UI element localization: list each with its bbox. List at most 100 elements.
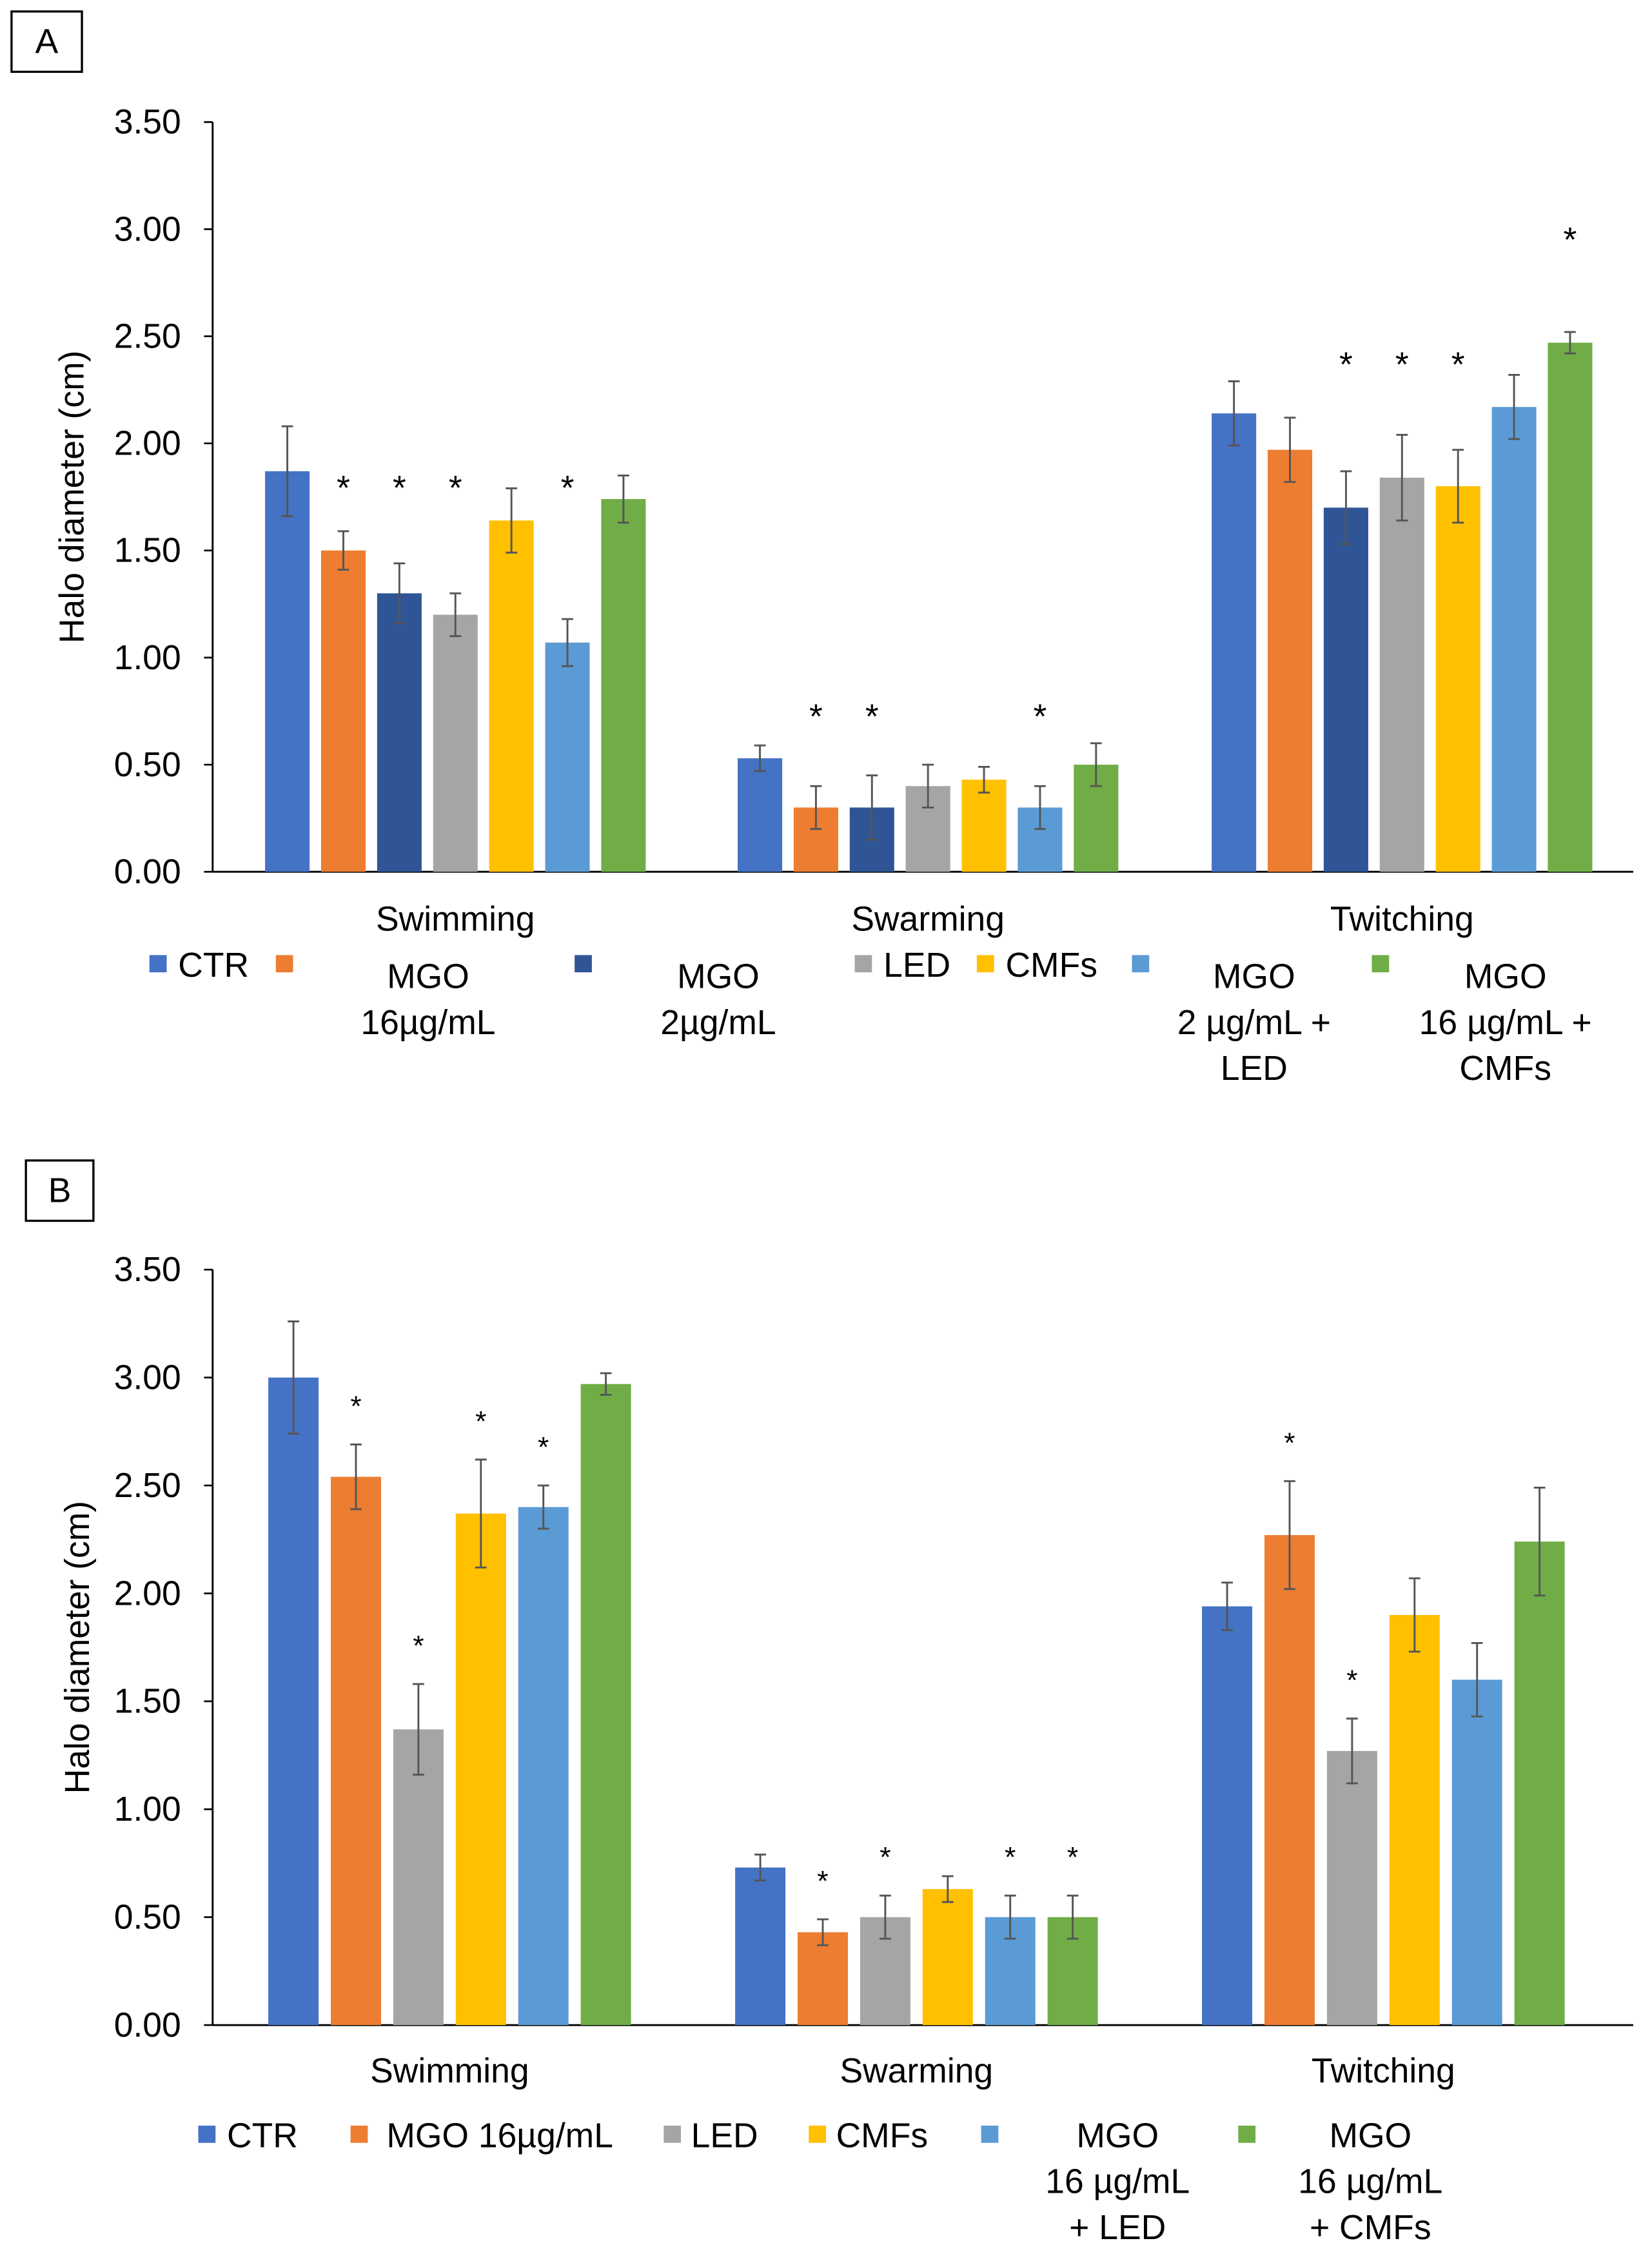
significance-marker: * [1451, 346, 1465, 384]
bar [455, 1513, 506, 2026]
error-bar [537, 1484, 549, 1530]
bar [922, 1889, 973, 2026]
bar [331, 1476, 381, 2026]
error-bar [817, 1918, 829, 1946]
bar [393, 1729, 444, 2026]
legend-swatch [575, 955, 592, 973]
bar [1212, 413, 1257, 872]
error-bar [600, 1372, 612, 1396]
error-bar [810, 785, 822, 830]
bar [1435, 486, 1480, 872]
bar [1268, 449, 1313, 872]
legend-label: LED [883, 946, 950, 984]
legend-swatch [1238, 2125, 1256, 2143]
bar [489, 520, 534, 872]
error-bar [1004, 1894, 1016, 1940]
error-bar [475, 1458, 487, 1569]
error-bar [412, 1683, 424, 1776]
category-label: Swimming [376, 901, 535, 939]
category-label: Swimming [370, 2052, 529, 2090]
legend-label: 16 µg/mL [1298, 2163, 1442, 2201]
error-bar [879, 1894, 891, 1940]
error-bar [941, 1875, 954, 1903]
legend-entry: CTR [149, 946, 249, 984]
error-bar [350, 1443, 362, 1511]
significance-marker: * [1034, 698, 1047, 736]
y-tick-label: 1.50 [114, 532, 181, 570]
error-bar [393, 562, 406, 625]
error-bar [866, 774, 878, 841]
error-bar [337, 530, 349, 571]
legend-swatch [854, 955, 872, 973]
significance-marker: * [1339, 346, 1353, 384]
legend-label: CMFs [1459, 1050, 1551, 1088]
legend-label: MGO 16µg/mL [386, 2117, 613, 2155]
bar [1389, 1614, 1440, 2026]
error-bar [617, 475, 629, 524]
y-tick-label: 3.50 [114, 1251, 181, 1289]
legend-swatch [809, 2125, 826, 2143]
bar [798, 1932, 848, 2026]
significance-marker: * [393, 469, 406, 507]
y-tick-label: 0.50 [114, 746, 181, 784]
y-tick-label: 3.50 [114, 103, 181, 141]
significance-marker: * [865, 698, 879, 736]
category-label: Twitching [1312, 2052, 1455, 2090]
bar [1548, 342, 1593, 872]
panel-label: A [35, 23, 59, 61]
significance-marker: * [1005, 1842, 1016, 1874]
bar [1451, 1679, 1502, 2026]
error-bar [1228, 380, 1240, 447]
bar [961, 779, 1007, 872]
bar [433, 614, 478, 872]
significance-marker: * [1395, 346, 1409, 384]
legend-entry: CMFs [976, 946, 1097, 984]
bar [518, 1507, 569, 2026]
bar [1491, 407, 1537, 872]
legend-label: 2µg/mL [660, 1004, 776, 1042]
bar [268, 1377, 319, 2026]
category-label: Swarming [851, 901, 1005, 939]
error-bar [1471, 1642, 1483, 1718]
error-bar [288, 1320, 299, 1435]
legend-label: LED [691, 2117, 758, 2155]
error-bar [281, 425, 293, 518]
legend-label: CTR [178, 946, 249, 984]
bar [1326, 1750, 1377, 2026]
legend-swatch [976, 955, 994, 973]
bar [545, 642, 590, 872]
significance-marker: * [538, 1432, 549, 1464]
legend-entry: MGO 16 µg/mL + CMFs [1372, 955, 1592, 1088]
panel-A: A 0.00 0.50 1.00 1.50 2.00 2.50 3.00 3.50 Halo di… [10, 10, 1633, 1088]
legend-label: MGO [677, 958, 760, 996]
legend-swatch [149, 955, 167, 973]
legend-swatch [981, 2125, 999, 2143]
legend-entry: LED [664, 2117, 758, 2155]
y-tick-label: 1.00 [114, 639, 181, 677]
panel-label: B [48, 1172, 72, 1210]
legend-swatch [198, 2125, 216, 2143]
error-bar [1396, 433, 1408, 522]
significance-marker: * [337, 469, 350, 507]
error-bar [1452, 449, 1464, 524]
significance-marker: * [413, 1630, 424, 1662]
y-tick-label: 0.50 [114, 1898, 181, 1936]
legend-entry: MGO 16 µg/mL + LED [981, 2117, 1190, 2247]
bar [1202, 1606, 1253, 2026]
significance-marker: * [1564, 221, 1577, 259]
significance-marker: * [449, 469, 462, 507]
significance-marker: * [809, 698, 823, 736]
bar [1379, 477, 1424, 872]
error-bar [978, 765, 990, 794]
legend-label: MGO [1213, 958, 1295, 996]
legend-label: MGO [1076, 2117, 1159, 2155]
error-bar [922, 763, 934, 808]
bar [320, 550, 366, 872]
significance-marker: * [880, 1842, 890, 1874]
bar [1264, 1535, 1315, 2026]
error-bar [1284, 416, 1296, 483]
y-tick-label: 0.00 [114, 2006, 181, 2044]
error-bar [1340, 470, 1352, 545]
bar [737, 758, 783, 872]
error-bar [1067, 1894, 1079, 1940]
